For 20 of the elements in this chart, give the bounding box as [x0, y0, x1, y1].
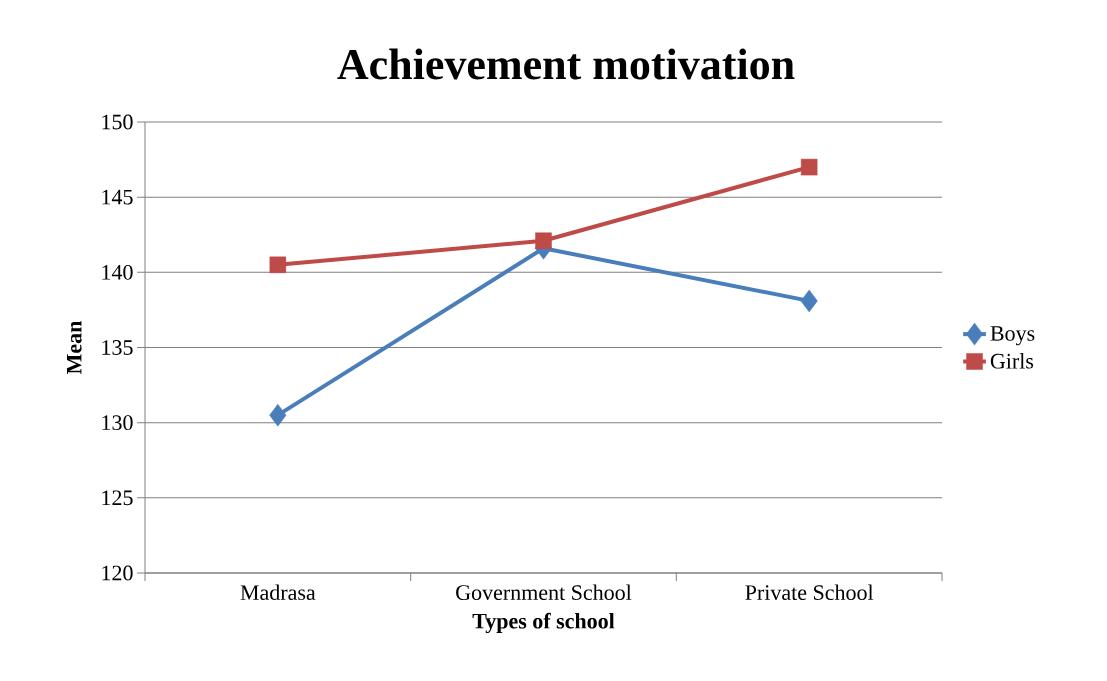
- point: [800, 289, 818, 313]
- y-tick-label: 140: [102, 264, 133, 280]
- x-tick-label: Government School: [456, 584, 632, 601]
- y-tick-label: 145: [102, 189, 133, 205]
- point: [800, 158, 818, 176]
- x-tick-label: Madrasa: [240, 584, 316, 601]
- point: [269, 403, 287, 427]
- y-tick-label: 130: [102, 415, 133, 431]
- y-tick-label: 125: [102, 490, 133, 506]
- chart-title: Achievement motivation: [337, 48, 795, 80]
- y-axis-title: Mean: [66, 320, 82, 374]
- legend-label: Boys: [990, 326, 1035, 346]
- legend-label: Girls: [990, 353, 1034, 369]
- point: [269, 256, 287, 274]
- y-tick-label: 135: [102, 340, 133, 355]
- y-tick-label: 150: [102, 114, 133, 130]
- point: [535, 232, 552, 250]
- y-tick-label: 120: [102, 565, 133, 581]
- x-axis-title: Types of school: [472, 612, 615, 634]
- x-tick-label: Private School: [745, 584, 874, 601]
